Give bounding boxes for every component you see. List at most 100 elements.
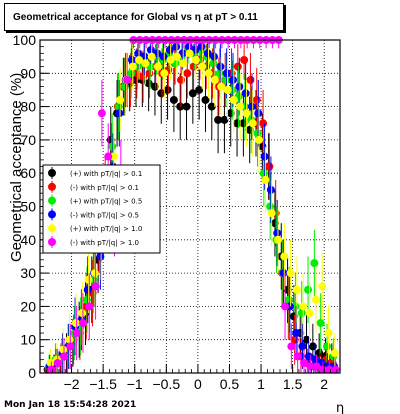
x-tick-label: −0.5 xyxy=(152,376,180,392)
data-point xyxy=(214,115,223,124)
legend-box xyxy=(42,164,161,254)
data-point xyxy=(104,152,113,161)
data-point xyxy=(292,285,301,294)
y-tick-label: 90 xyxy=(20,65,36,81)
legend-marker xyxy=(48,196,56,205)
data-point xyxy=(195,85,204,94)
data-point xyxy=(252,95,261,104)
legend-marker xyxy=(48,238,56,246)
data-point xyxy=(306,362,315,371)
data-point xyxy=(115,109,124,118)
data-point xyxy=(241,89,250,98)
data-point xyxy=(267,209,276,218)
data-point xyxy=(53,359,62,368)
data-point xyxy=(91,282,100,291)
data-point xyxy=(223,85,232,94)
data-point xyxy=(316,319,325,328)
data-point xyxy=(254,109,263,118)
data-point xyxy=(197,42,206,51)
data-point xyxy=(240,55,249,64)
data-point xyxy=(273,229,282,238)
data-point xyxy=(265,162,274,171)
data-point xyxy=(141,59,150,68)
y-tick-label: 30 xyxy=(20,265,36,281)
data-point xyxy=(176,75,185,84)
data-point xyxy=(297,309,306,318)
data-point xyxy=(287,342,296,351)
data-point xyxy=(72,329,81,338)
data-point xyxy=(216,62,225,71)
data-point xyxy=(188,89,197,98)
legend-marker xyxy=(48,169,56,177)
data-point xyxy=(160,69,169,78)
y-tick-label: 0 xyxy=(28,365,36,381)
data-point xyxy=(159,52,168,61)
data-point xyxy=(71,319,80,328)
data-point xyxy=(179,59,188,68)
data-point xyxy=(90,269,99,278)
data-point xyxy=(172,42,181,51)
data-point xyxy=(116,95,125,104)
data-point xyxy=(123,75,132,84)
data-point xyxy=(281,302,290,311)
data-point xyxy=(176,102,185,111)
data-point xyxy=(203,49,212,58)
data-point xyxy=(150,82,159,91)
data-point xyxy=(266,185,275,194)
legend-marker xyxy=(48,182,56,191)
data-point xyxy=(304,285,313,294)
y-tick-label: 50 xyxy=(20,199,36,215)
data-point xyxy=(109,152,118,161)
legend-label: (-) with pT/|q| > 0.5 xyxy=(70,211,139,219)
data-point xyxy=(305,309,314,318)
data-point xyxy=(207,102,216,111)
data-point xyxy=(153,62,162,71)
y-axis-label: Geometrical acceptance (%) xyxy=(8,73,25,262)
data-point xyxy=(330,349,339,358)
data-point xyxy=(172,52,181,61)
data-point xyxy=(169,95,178,104)
series-5 xyxy=(46,40,339,373)
data-point xyxy=(47,365,56,374)
data-point xyxy=(185,49,194,58)
data-point xyxy=(322,342,331,351)
data-point xyxy=(198,62,207,71)
legend-marker xyxy=(48,210,56,219)
data-point xyxy=(318,365,327,374)
x-tick-label: −2 xyxy=(64,376,80,392)
data-point xyxy=(300,359,308,368)
legend-label: (+) with pT/|q| > 1.0 xyxy=(70,225,142,233)
chart-title: Geometrical acceptance for Global vs η a… xyxy=(4,3,284,31)
x-tick-label: 1.5 xyxy=(283,376,303,392)
data-point xyxy=(135,55,144,64)
data-point xyxy=(331,365,340,374)
x-tick-label: −1 xyxy=(127,376,143,392)
data-point xyxy=(191,55,200,64)
data-point xyxy=(127,55,136,64)
data-point xyxy=(318,282,327,291)
data-point xyxy=(166,55,175,64)
data-point xyxy=(217,82,226,91)
data-point xyxy=(229,95,238,104)
data-point xyxy=(312,362,321,371)
data-point xyxy=(233,62,242,71)
data-point xyxy=(210,52,219,61)
y-tick-label: 20 xyxy=(20,298,36,314)
data-point xyxy=(325,365,334,374)
data-point xyxy=(310,259,319,268)
legend-label: (+) with pT/|q| > 0.5 xyxy=(70,198,142,206)
data-point xyxy=(96,252,105,261)
data-point xyxy=(260,152,269,161)
y-tick-label: 60 xyxy=(20,165,36,181)
legend-label: (-) with pT/|q| > 1.0 xyxy=(70,239,139,247)
data-point xyxy=(246,75,255,84)
data-point xyxy=(127,69,136,78)
data-point xyxy=(324,329,333,338)
data-point xyxy=(97,109,106,118)
data-point xyxy=(247,102,256,111)
data-point xyxy=(201,95,210,104)
data-point xyxy=(255,135,264,144)
data-point xyxy=(259,119,268,128)
x-tick-label: 0 xyxy=(194,376,202,392)
